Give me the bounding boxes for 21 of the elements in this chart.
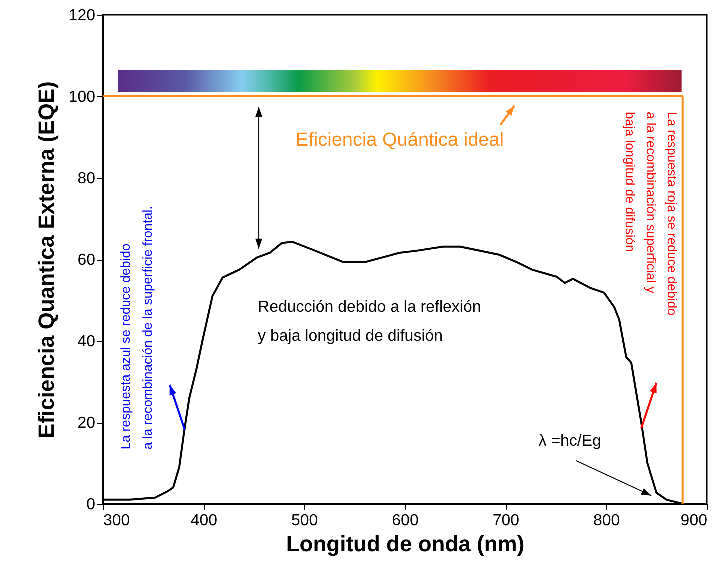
annotation: La respuesta azul se reduce debido a la recombinación de la superficie frontal. <box>118 206 156 450</box>
x-tick-label: 300 <box>104 512 130 530</box>
annotation: La respuesta roja se reduce debido a la recombinación superficial y baja longitud de difusión <box>622 112 680 316</box>
y-tick-label: 0 <box>86 496 96 514</box>
x-axis-title: Longitud de onda (nm) <box>286 532 525 556</box>
annotation: λ =hc/Eg <box>538 432 602 450</box>
y-tick-label: 40 <box>78 334 96 350</box>
x-tick-label: 400 <box>190 512 218 530</box>
x-tick-label: 900 <box>680 512 708 530</box>
y-tick-label: 120 <box>68 8 96 24</box>
x-tick-label: 500 <box>291 512 318 530</box>
y-tick-label: 60 <box>78 252 96 269</box>
y-axis-title: Eficiencia Quantica Externa (EQE) <box>34 81 59 439</box>
y-tick-label: 80 <box>78 170 96 188</box>
y-tick-label: 100 <box>68 89 96 106</box>
annotation: Reducción debido a la reflexión y baja longitud de difusión <box>258 299 482 346</box>
y-tick-label: 20 <box>78 415 96 432</box>
annotation: Eficiencia Quántica ideal <box>296 130 504 152</box>
x-tick-label: 700 <box>492 512 520 530</box>
x-tick-label: 600 <box>392 512 419 530</box>
x-tick-label: 800 <box>593 512 620 530</box>
